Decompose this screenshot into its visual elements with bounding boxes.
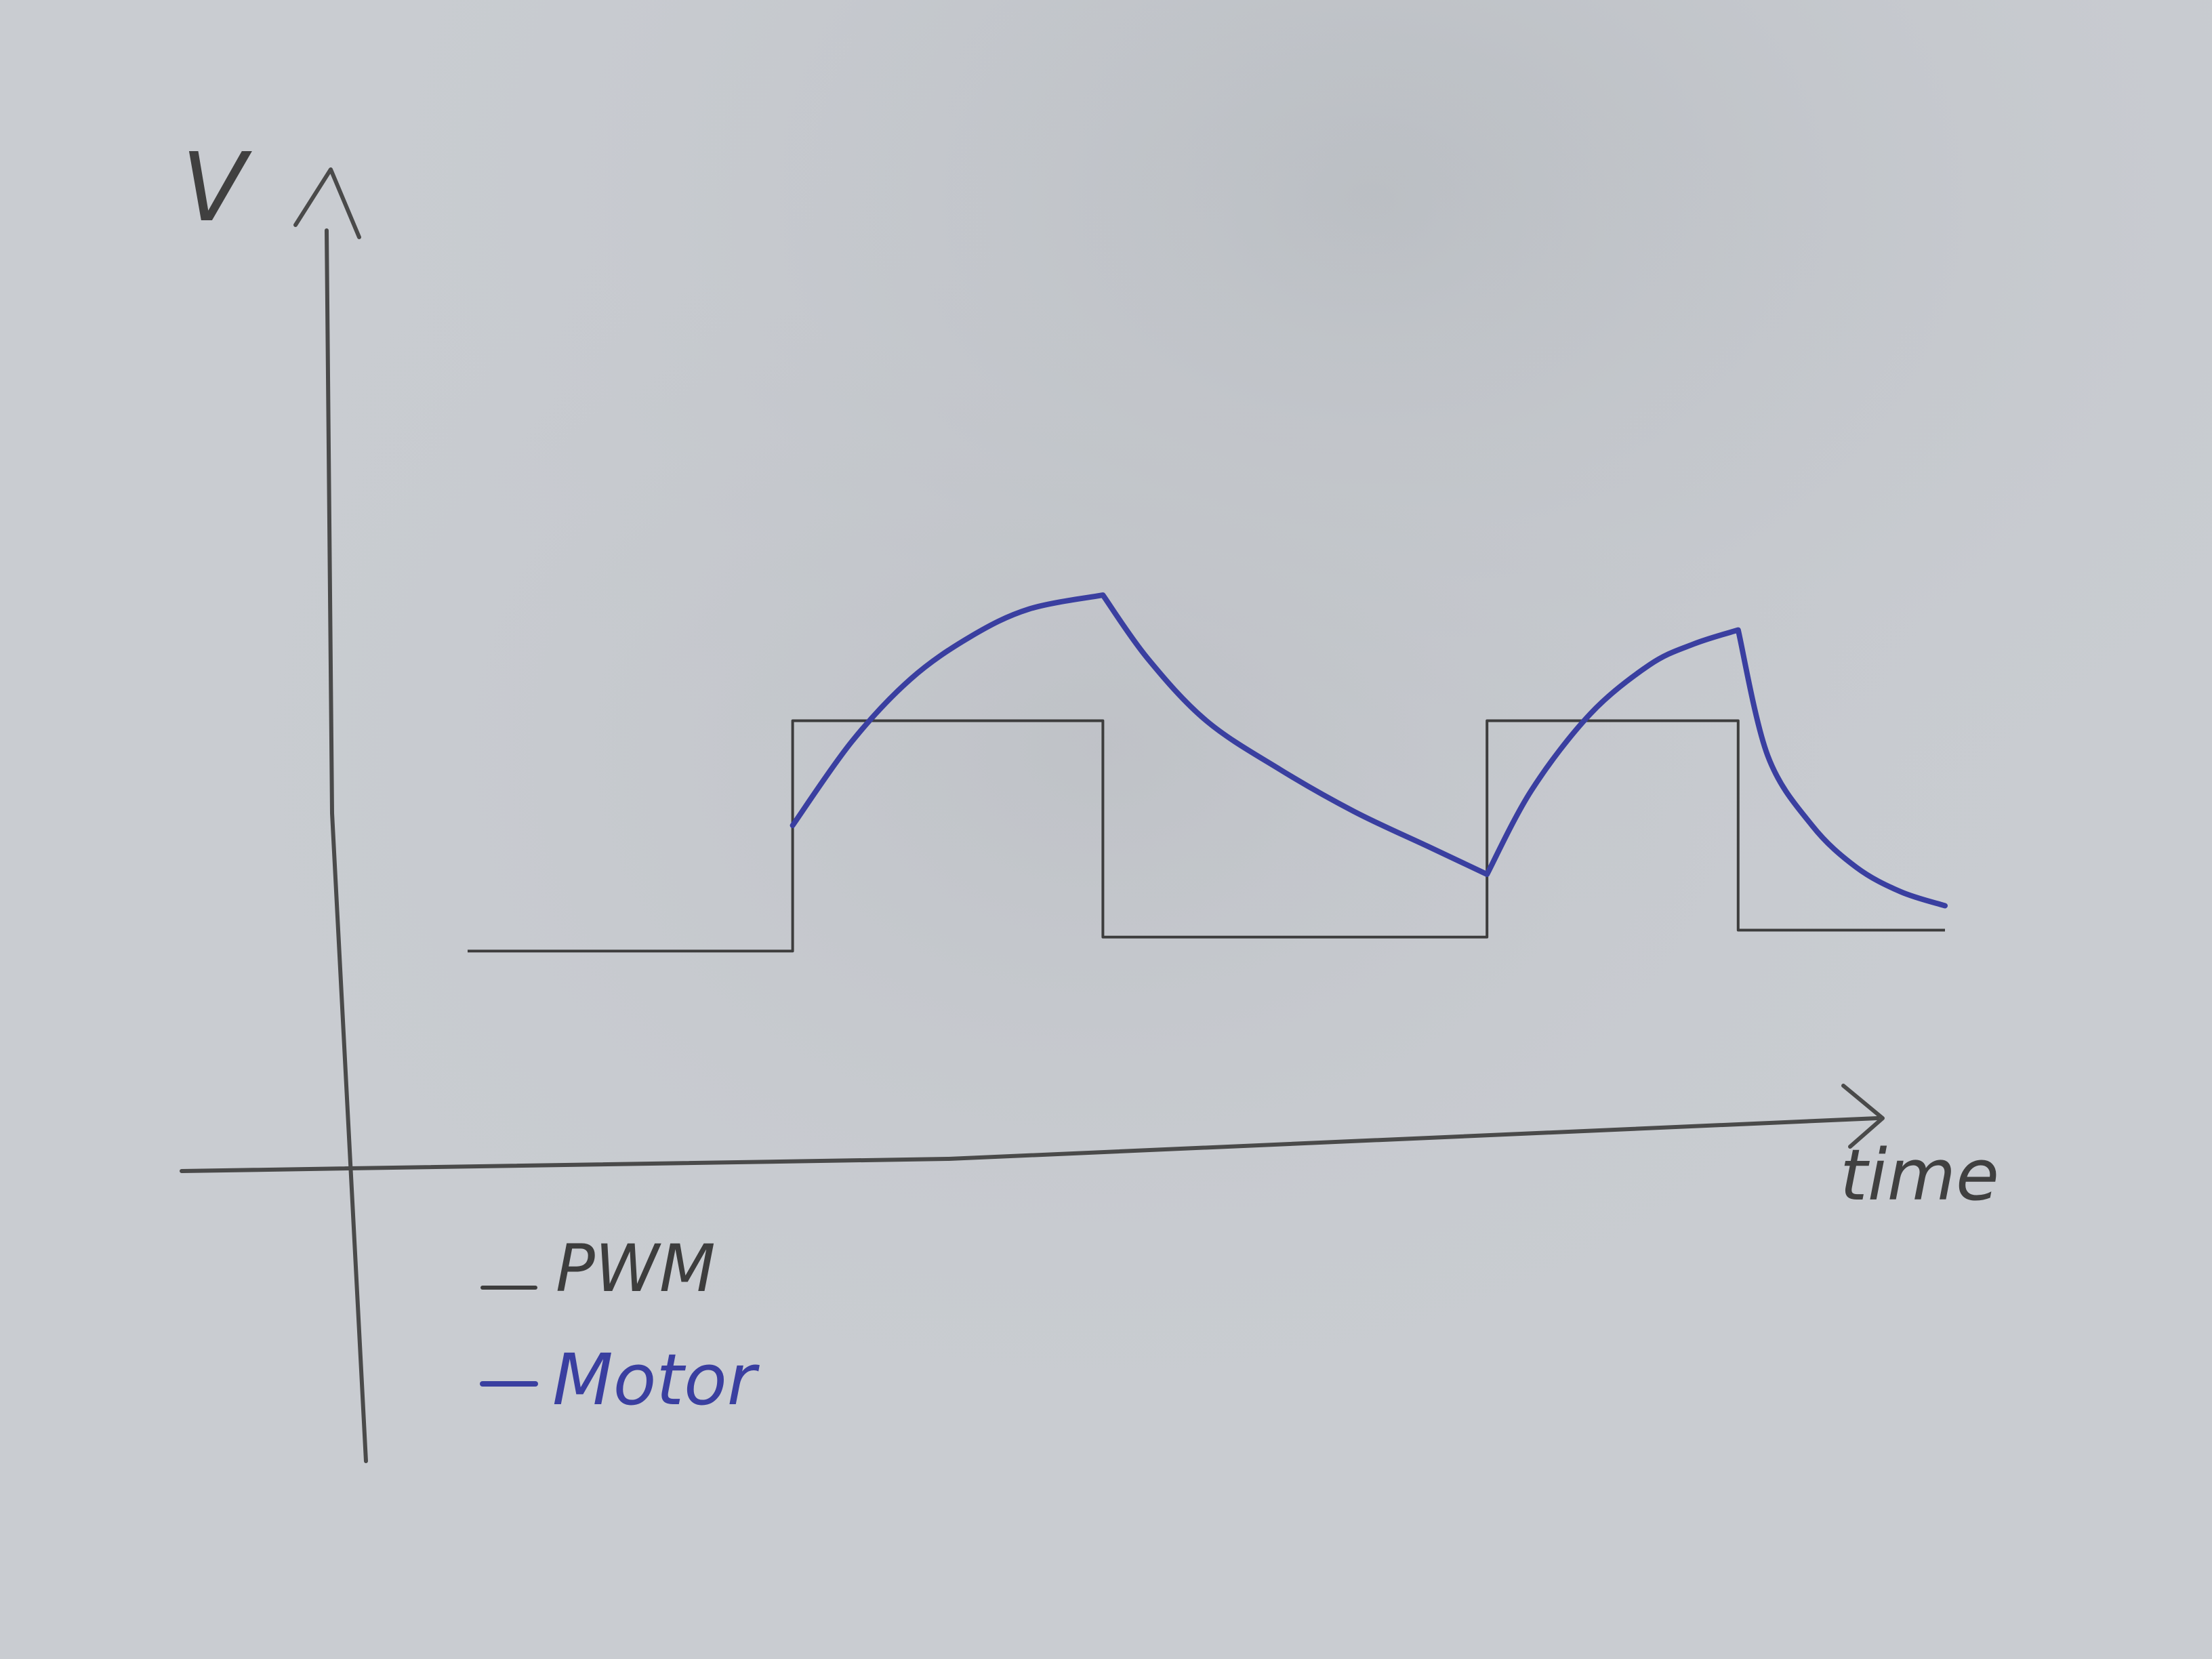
motor-line xyxy=(790,592,1948,909)
legend-motor-label: Motor xyxy=(552,1338,760,1421)
legend-pwm-label: PWM xyxy=(556,1231,716,1307)
plot-area xyxy=(468,592,1948,953)
y-axis-arrowhead xyxy=(293,167,361,239)
x-axis-arrowhead xyxy=(1841,1084,1885,1149)
y-axis-label: V xyxy=(182,133,252,243)
pwm-line xyxy=(468,719,1945,953)
legend: PWM Motor xyxy=(480,1231,760,1421)
x-axis xyxy=(180,1116,1879,1173)
y-axis xyxy=(325,228,368,1463)
x-axis-label: time xyxy=(1840,1134,1999,1216)
